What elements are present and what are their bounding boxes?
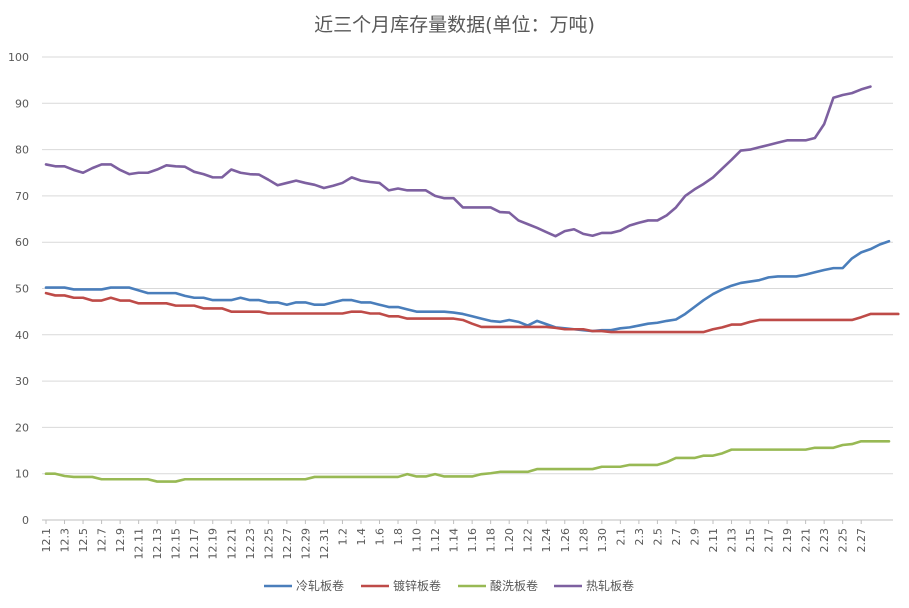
x-tick-label: 12.27 [281,528,294,560]
chart-title: 近三个月库存量数据(单位：万吨) [314,14,595,36]
x-tick-label: 1.14 [448,528,461,553]
x-tick-label: 1.30 [596,528,609,553]
series-line-1 [44,291,900,334]
x-tick-label: 2.7 [670,528,683,546]
x-tick-label: 12.29 [299,528,312,560]
y-tick-label: 100 [8,51,29,64]
legend-label-3: 热轧板卷 [586,578,634,593]
x-tick-label: 12.11 [133,528,146,560]
x-tick-label: 2.5 [651,528,664,546]
x-tick-label: 1.20 [503,528,516,553]
x-tick-label: 12.25 [262,528,275,560]
x-tick-label: 12.9 [114,528,127,553]
x-tick-label: 2.21 [800,528,813,553]
legend-label-2: 酸洗板卷 [490,578,538,593]
gridlines [42,56,893,475]
x-tick-label: 12.7 [96,528,109,553]
x-axis-tick-labels: 12.1 12.3 12.5 12.7 12.9 12.11 12.13 12.15 12.17… [40,520,868,560]
x-tick-label: 12.1 [40,528,53,553]
y-tick-label: 80 [15,144,29,157]
x-tick-label: 2.27 [855,528,868,553]
y-tick-label: 10 [15,468,29,481]
y-tick-label: 90 [15,97,29,110]
x-tick-label: 1.12 [429,528,442,553]
x-tick-label: 1.6 [373,528,386,546]
x-tick-label: 1.26 [559,528,572,553]
x-tick-label: 1.8 [392,528,405,546]
x-tick-label: 2.19 [781,528,794,553]
x-tick-label: 12.15 [170,528,183,560]
x-tick-label: 1.28 [577,528,590,553]
x-tick-label: 2.15 [744,528,757,553]
y-tick-label: 30 [15,375,29,388]
x-tick-label: 1.10 [411,528,424,553]
x-tick-label: 12.31 [318,528,331,560]
y-tick-label: 0 [22,514,29,527]
y-tick-label: 70 [15,190,29,203]
y-tick-label: 60 [15,236,29,249]
legend-label-0: 冷轧板卷 [296,578,344,593]
series-line-2 [44,439,891,483]
x-tick-label: 2.3 [633,528,646,546]
y-tick-label: 50 [15,283,29,296]
y-tick-label: 40 [15,329,29,342]
legend: 冷轧板卷 镀锌板卷 酸洗板卷 热轧板卷 [264,578,634,593]
x-tick-label: 1.24 [540,528,553,553]
x-tick-label: 12.17 [188,528,201,560]
series-line-3 [44,85,872,238]
x-tick-label: 1.18 [485,528,498,553]
y-axis-tick-labels: 0 10 20 30 40 50 60 70 80 90 100 [8,51,29,527]
x-tick-label: 1.4 [355,528,368,546]
x-tick-label: 1.22 [522,528,535,553]
y-tick-label: 20 [15,421,29,434]
legend-label-1: 镀锌板卷 [393,578,441,593]
x-tick-label: 12.3 [59,528,72,553]
x-tick-label: 12.5 [77,528,90,553]
x-tick-label: 2.25 [837,528,850,553]
x-tick-label: 12.23 [244,528,257,560]
x-tick-label: 1.16 [466,528,479,553]
x-tick-label: 2.23 [818,528,831,553]
series-line-0 [44,239,891,333]
x-tick-label: 1.2 [336,528,349,546]
x-tick-label: 2.13 [726,528,739,553]
x-tick-label: 2.1 [614,528,627,546]
x-tick-label: 2.11 [707,528,720,553]
x-tick-label: 12.13 [151,528,164,560]
series-lines [44,85,900,483]
x-tick-label: 2.9 [688,528,701,546]
x-tick-label: 12.21 [225,528,238,560]
x-tick-label: 12.19 [207,528,220,560]
x-tick-label: 2.17 [763,528,776,553]
